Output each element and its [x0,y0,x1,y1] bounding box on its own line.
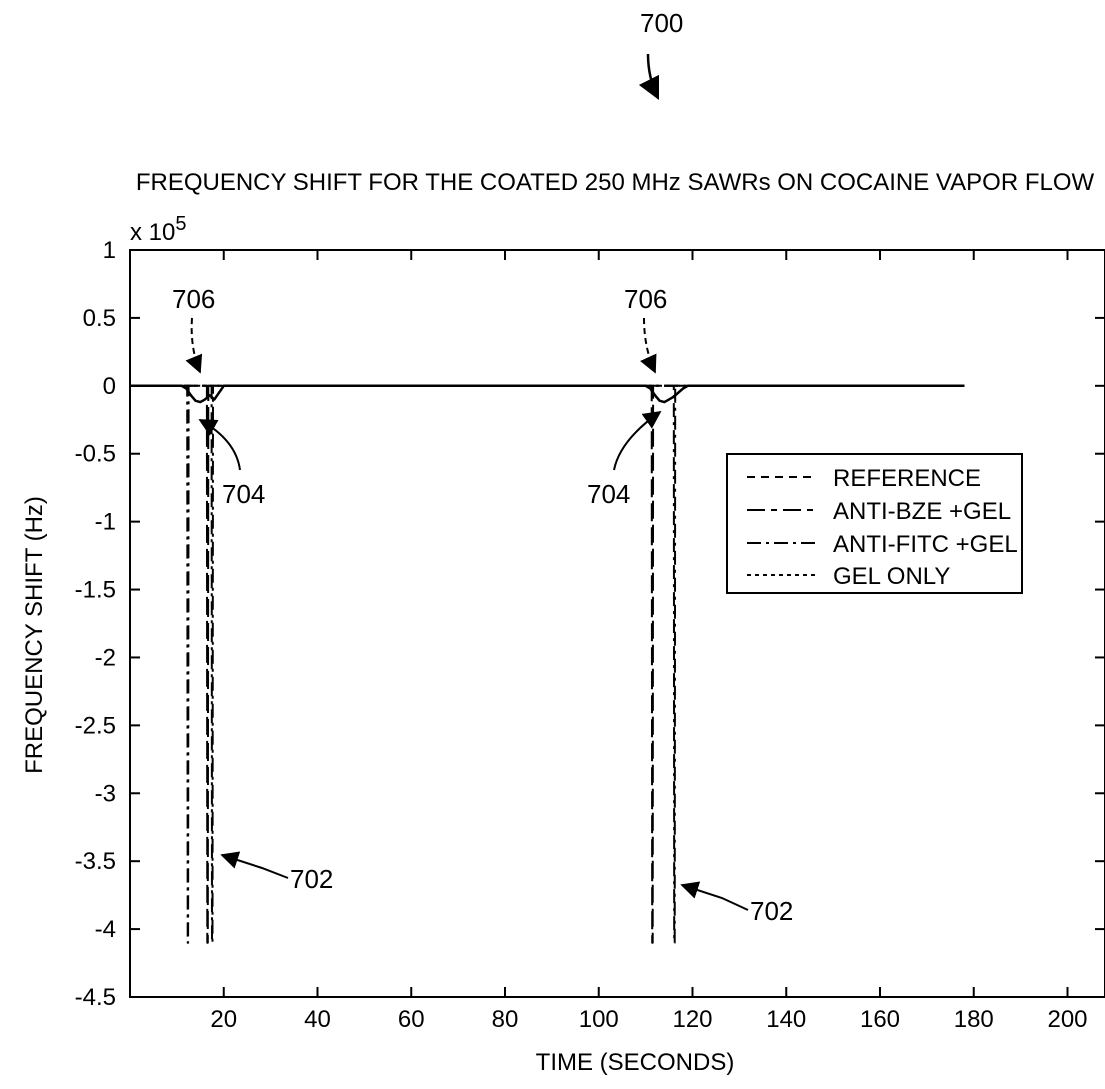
callout-702-left-arrow [220,851,289,879]
x-axis-ticks: 20 40 60 80 100 120 140 160 180 200 [210,250,1088,1033]
y-tick-label: -0.5 [75,441,116,468]
y-tick-label: -2 [95,644,116,671]
callout-706-left-arrow [185,317,203,374]
y-tick-label: 1 [103,237,116,264]
y-tick-label: -1.5 [75,577,116,604]
x-tick-label: 140 [766,1006,806,1033]
callout-704-right: 704 [587,479,630,509]
x-tick-label: 100 [579,1006,619,1033]
legend-label-gel-only: GEL ONLY [833,563,950,590]
x-tick-label: 80 [492,1006,519,1033]
series-line-anti-bze-gel [130,384,965,944]
callout-706-right: 706 [624,284,667,314]
x-tick-label: 60 [398,1006,425,1033]
x-tick-label: 40 [304,1006,331,1033]
y-tick-label: -3.5 [75,848,116,875]
x-axis-title: TIME (SECONDS) [536,1049,735,1076]
callout-704-right-arrow [613,410,662,471]
x-tick-label: 180 [954,1006,994,1033]
legend-label-anti-fitc: ANTI-FITC +GEL [833,531,1018,558]
legend: REFERENCE ANTI-BZE +GEL ANTI-FITC +GEL G… [726,453,1023,594]
callout-702-right: 702 [750,896,793,926]
series-lines [130,384,965,944]
y-tick-label: -4 [95,916,116,943]
x-tick-label: 200 [1047,1006,1087,1033]
callout-702-right-arrow [680,881,749,911]
x-tick-label: 160 [860,1006,900,1033]
callout-702-left: 702 [290,864,333,894]
y-axis-title: FREQUENCY SHIFT (Hz) [21,496,48,774]
x-tick-label: 20 [210,1006,237,1033]
callout-706-right-arrow [640,317,657,374]
y-tick-label: -2.5 [75,712,116,739]
y-tick-label: -4.5 [75,984,116,1011]
figure-number: 700 [640,8,683,38]
y-axis-ticks: 1 0.5 0 -0.5 -1 -1.5 -2 -2.5 -3 -3.5 -4 -4.5 [75,237,1105,1011]
y-tick-label: -3 [95,780,116,807]
legend-label-anti-bze: ANTI-BZE +GEL [833,498,1011,525]
figure-number-arrow [638,53,660,101]
series-line-response-4 [130,384,965,404]
y-tick-label: 0.5 [83,305,116,332]
chart-title: FREQUENCY SHIFT FOR THE COATED 250 MHz S… [136,169,1095,196]
legend-label-reference: REFERENCE [833,465,981,492]
x-tick-label: 120 [672,1006,712,1033]
annotations: 706 706 704 704 702 702 [172,284,793,926]
callout-704-left: 704 [222,479,265,509]
plot-frame [129,249,1105,998]
y-tick-label: 0 [103,373,116,400]
callout-704-left-arrow [198,419,241,471]
y-axis-multiplier: x 105 [130,213,187,246]
series-line-anti-fitc-gel [130,384,965,944]
y-tick-label: -1 [95,509,116,536]
y-axis-multiplier-exponent: 5 [175,213,186,235]
callout-706-left: 706 [172,284,215,314]
